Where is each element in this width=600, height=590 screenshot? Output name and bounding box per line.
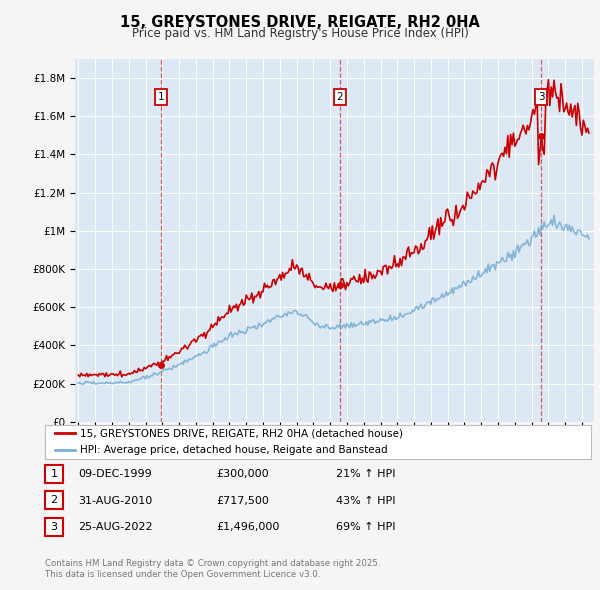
- Text: HPI: Average price, detached house, Reigate and Banstead: HPI: Average price, detached house, Reig…: [80, 445, 388, 455]
- Text: 25-AUG-2022: 25-AUG-2022: [78, 523, 152, 532]
- Text: Price paid vs. HM Land Registry's House Price Index (HPI): Price paid vs. HM Land Registry's House …: [131, 27, 469, 40]
- Text: £717,500: £717,500: [216, 496, 269, 506]
- Text: 15, GREYSTONES DRIVE, REIGATE, RH2 0HA (detached house): 15, GREYSTONES DRIVE, REIGATE, RH2 0HA (…: [80, 428, 403, 438]
- Text: 3: 3: [538, 92, 545, 102]
- Text: 3: 3: [50, 522, 58, 532]
- Text: 43% ↑ HPI: 43% ↑ HPI: [336, 496, 395, 506]
- Text: 1: 1: [158, 92, 164, 102]
- Text: 69% ↑ HPI: 69% ↑ HPI: [336, 523, 395, 532]
- Text: 15, GREYSTONES DRIVE, REIGATE, RH2 0HA: 15, GREYSTONES DRIVE, REIGATE, RH2 0HA: [120, 15, 480, 30]
- Text: 2: 2: [337, 92, 343, 102]
- Text: £1,496,000: £1,496,000: [216, 523, 280, 532]
- Text: 09-DEC-1999: 09-DEC-1999: [78, 470, 152, 479]
- Text: 1: 1: [50, 469, 58, 478]
- Text: 21% ↑ HPI: 21% ↑ HPI: [336, 470, 395, 479]
- Text: 31-AUG-2010: 31-AUG-2010: [78, 496, 152, 506]
- Text: £300,000: £300,000: [216, 470, 269, 479]
- Text: 2: 2: [50, 496, 58, 505]
- Text: Contains HM Land Registry data © Crown copyright and database right 2025.
This d: Contains HM Land Registry data © Crown c…: [45, 559, 380, 579]
